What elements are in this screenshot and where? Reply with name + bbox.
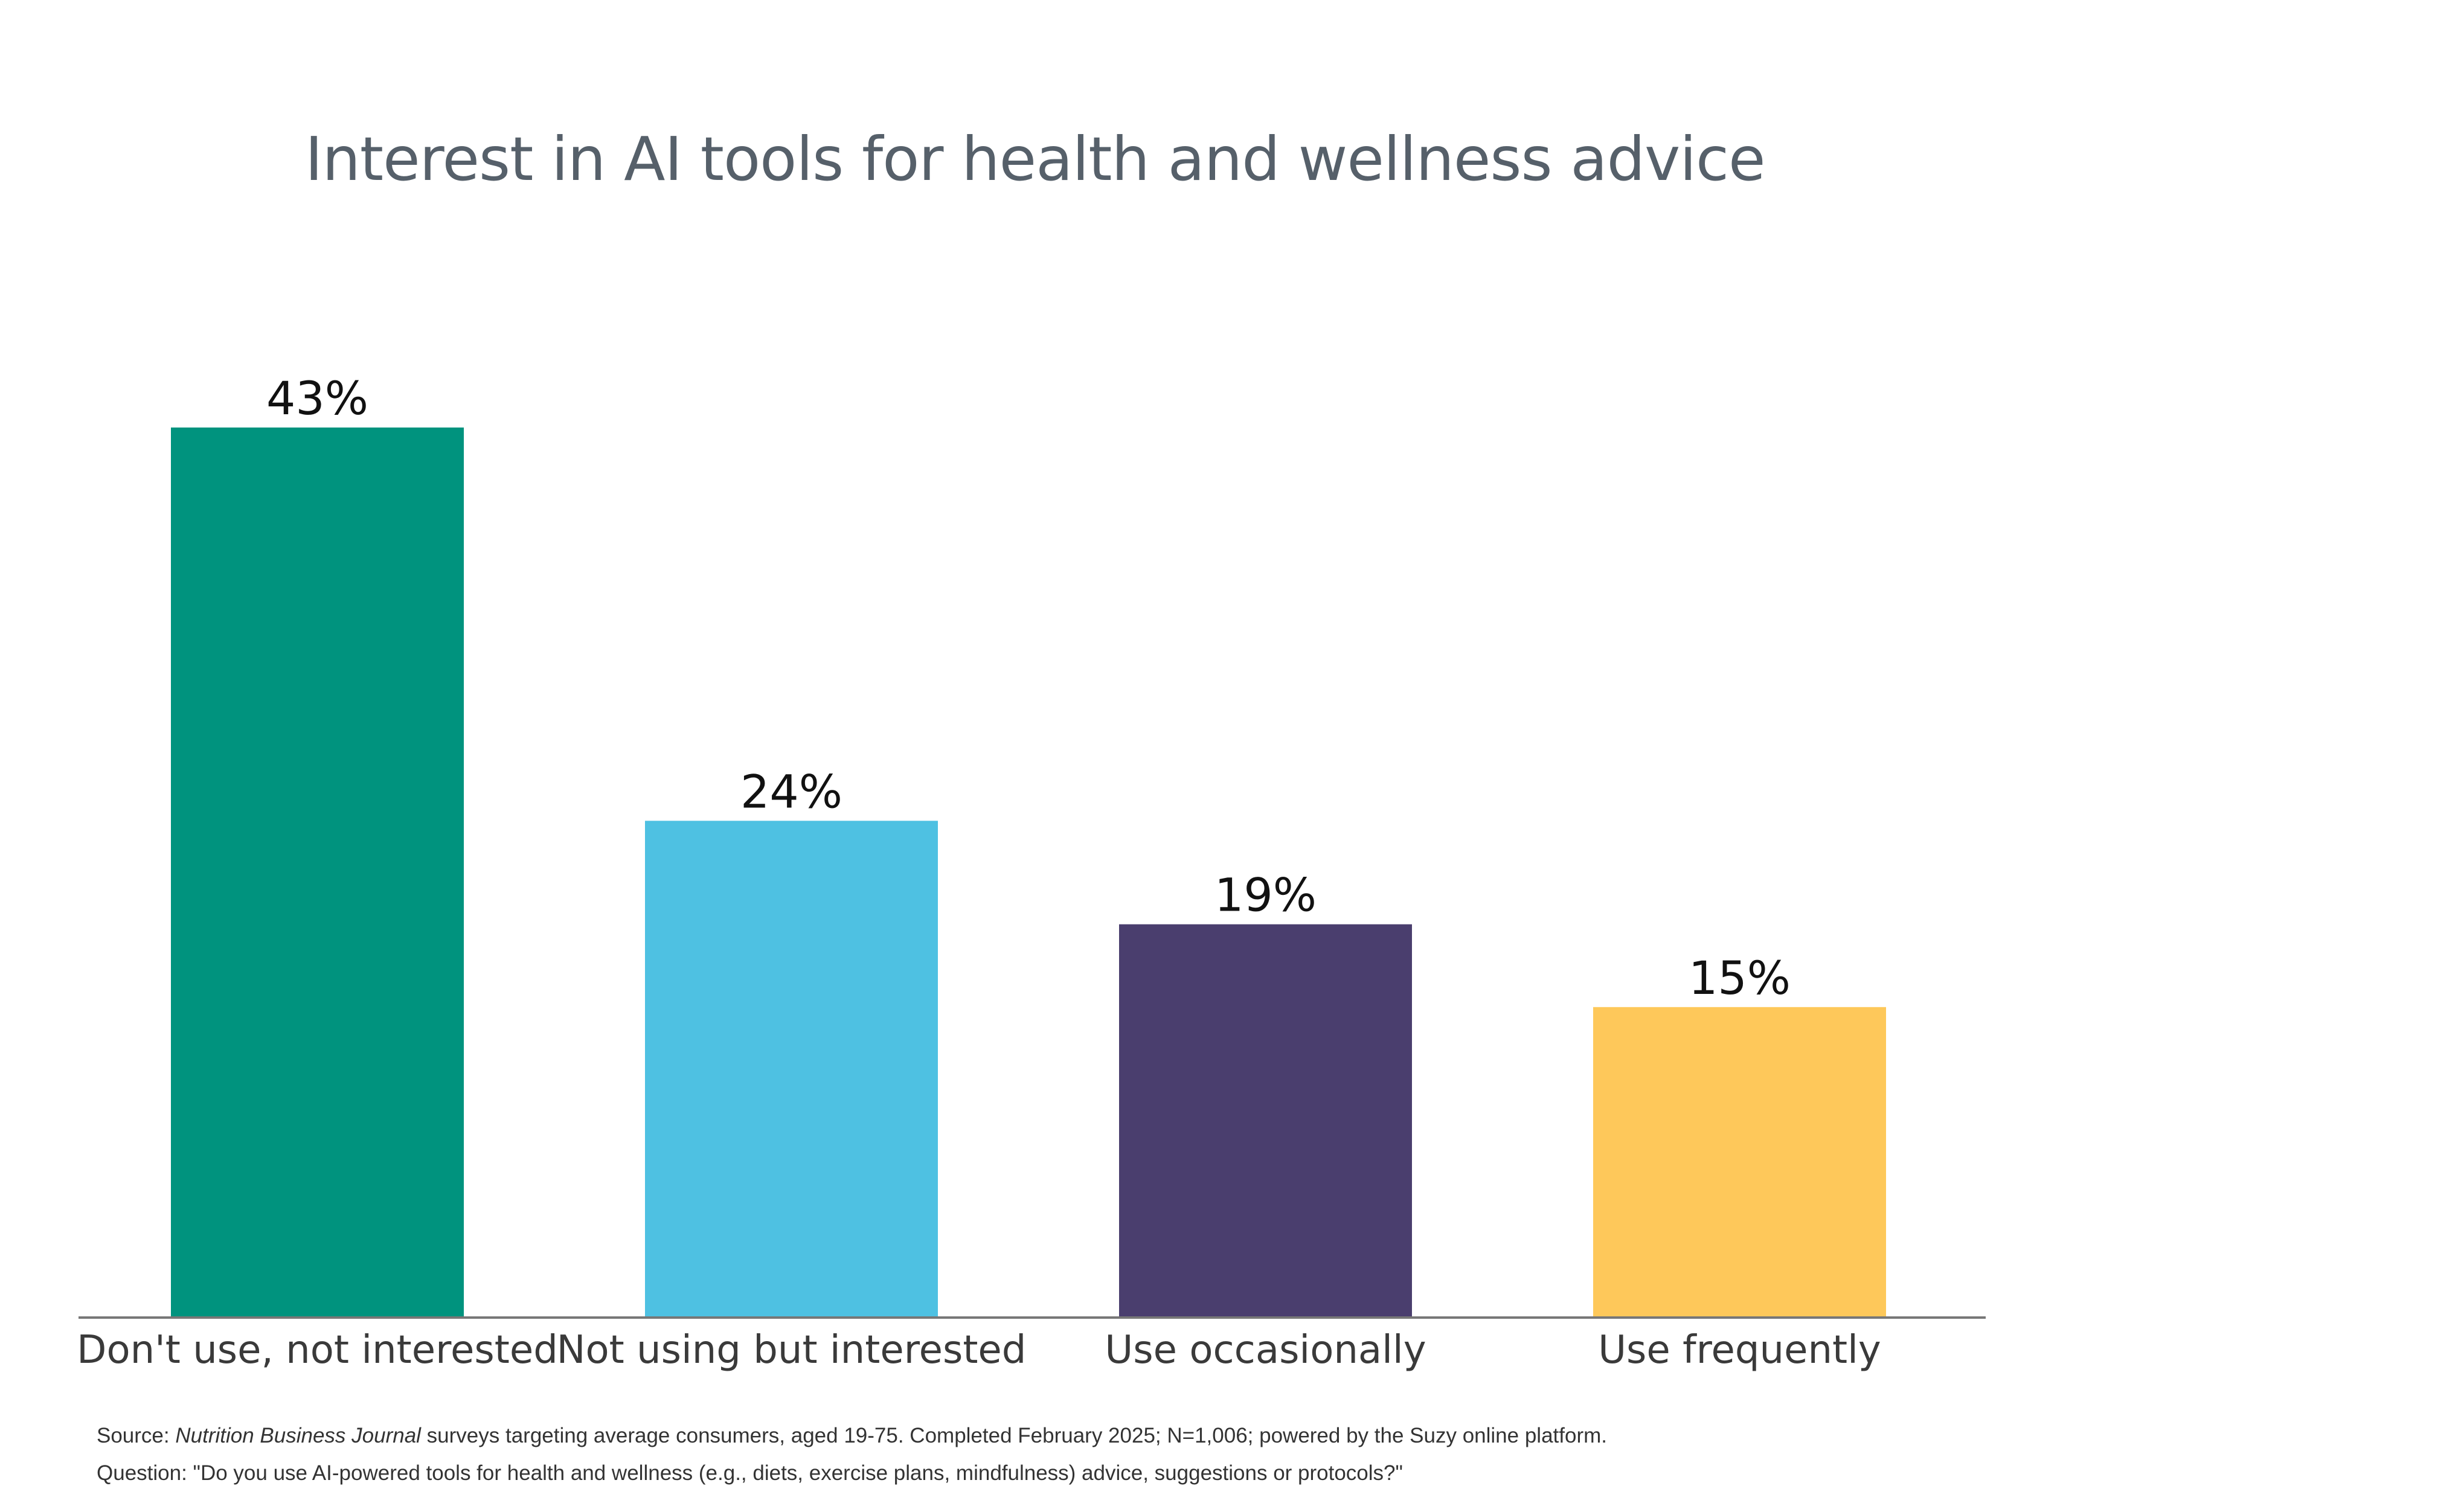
bar-1: [171, 428, 464, 1318]
bar-3: [1119, 924, 1412, 1318]
chart-title: Interest in AI tools for health and well…: [305, 124, 1766, 194]
source-details: surveys targeting average consumers, age…: [420, 1424, 1607, 1447]
category-label-2: Not using but interested: [557, 1328, 1027, 1373]
value-label-2: 24%: [740, 764, 842, 818]
category-label-4: Use frequently: [1598, 1328, 1881, 1373]
category-label-1: Don't use, not interested: [77, 1328, 558, 1373]
value-label-4: 15%: [1689, 951, 1791, 1005]
value-label-1: 43%: [266, 371, 368, 425]
value-label-3: 19%: [1214, 868, 1317, 922]
category-label-3: Use occasionally: [1105, 1328, 1426, 1373]
question-note: Question: "Do you use AI-powered tools f…: [97, 1461, 1403, 1485]
value-labels-layer: 43% 24% 19% 15%: [266, 371, 1791, 1005]
source-publication: Nutrition Business Journal: [175, 1424, 421, 1447]
source-prefix: Source:: [97, 1424, 176, 1447]
source-note: Source: Nutrition Business Journal surve…: [97, 1424, 1607, 1448]
bar-2: [645, 821, 938, 1318]
bars-layer: [171, 428, 1886, 1318]
bar-4: [1593, 1007, 1886, 1318]
